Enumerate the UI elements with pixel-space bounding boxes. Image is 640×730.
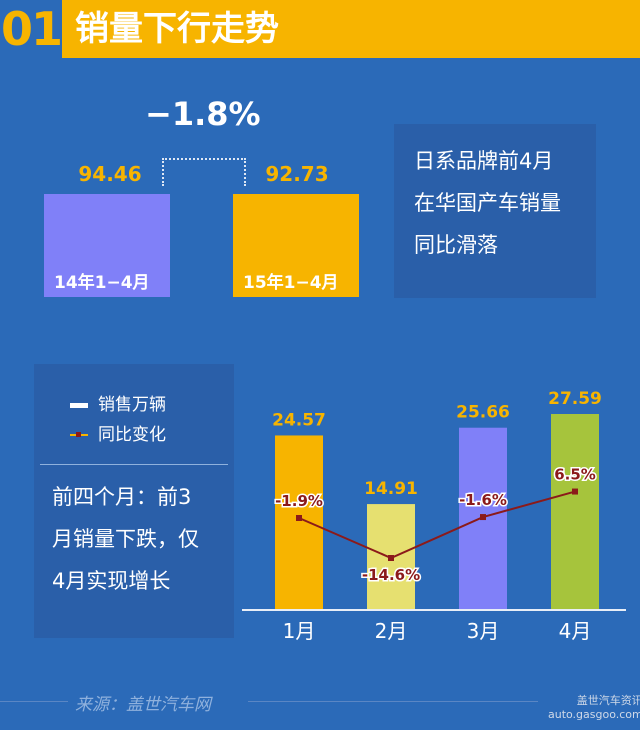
x-tick-label: 3月 xyxy=(467,619,500,643)
yoy-series-line xyxy=(298,490,576,560)
x-tick-label: 4月 xyxy=(559,619,592,643)
bar-value-label: 25.66 xyxy=(456,403,510,423)
legend-divider xyxy=(40,464,228,465)
yoy-value-label: -14.6% xyxy=(362,566,420,584)
legend-label: 销售万辆 xyxy=(98,395,166,415)
sales-bar xyxy=(275,435,323,610)
note-line: 同比滑落 xyxy=(414,233,498,257)
monthly-sales-chart: 24.57 1月 14.91 2月 25.66 3月 27.59 4月 -1.9% -14.6% -… xyxy=(242,389,626,643)
footer-line-left xyxy=(0,701,68,702)
page-title: 销量下行走势 xyxy=(75,9,279,49)
bar-value-label: 24.57 xyxy=(272,410,326,430)
watermark-line: 盖世汽车资讯 xyxy=(576,694,640,707)
legend-item-sales: 销售万辆 xyxy=(70,390,166,415)
comparison-bar-2015 xyxy=(233,194,359,297)
bar-value-label: 14.91 xyxy=(364,479,418,499)
legend-item-yoy: 同比变化 xyxy=(70,420,166,445)
watermark-line: auto.gasgoo.com xyxy=(548,708,640,721)
x-tick-label: 2月 xyxy=(375,619,408,643)
comparison-bar-2014 xyxy=(44,194,170,297)
footer-line-right xyxy=(248,701,538,702)
legend-note-panel: 销售万辆 同比变化 前四个月：前3 月销量下跌，仅 4月实现增长 xyxy=(34,364,234,638)
bar-category-label: 14年1−4月 xyxy=(54,273,150,293)
yoy-point xyxy=(480,514,486,521)
watermark: 盖世汽车资讯 auto.gasgoo.com xyxy=(548,692,640,721)
yoy-point xyxy=(296,515,302,521)
x-tick-label: 1月 xyxy=(283,619,316,643)
note-line: 月销量下跌，仅 xyxy=(52,527,199,551)
yoy-value-label: 6.5% xyxy=(554,466,596,484)
legend-bar-swatch xyxy=(70,402,88,408)
legend-line-swatch xyxy=(70,432,88,437)
bar-category-label: 15年1−4月 xyxy=(243,273,339,293)
connector-dotted-line xyxy=(162,158,246,186)
change-percent: −1.8% xyxy=(145,95,261,133)
bar-value-label: 27.59 xyxy=(548,389,602,409)
header-band xyxy=(62,0,640,58)
source-credit: 来源：盖世汽车网 xyxy=(75,695,211,715)
note-line: 在华国产车销量 xyxy=(414,191,561,215)
yoy-value-label: -1.9% xyxy=(275,492,323,510)
yoy-point xyxy=(572,488,578,495)
summary-panel-top: 日系品牌前4月 在华国产车销量 同比滑落 xyxy=(394,124,596,298)
sales-bar xyxy=(551,414,599,610)
yoy-point xyxy=(388,555,394,561)
note-line: 前四个月：前3 xyxy=(52,485,192,509)
yoy-value-label: -1.6% xyxy=(459,491,507,509)
section-number: 01 xyxy=(0,2,63,56)
legend-label: 同比变化 xyxy=(98,425,166,445)
note-line: 日系品牌前4月 xyxy=(414,149,554,173)
note-line: 4月实现增长 xyxy=(52,569,171,593)
bar-value-label: 92.73 xyxy=(265,162,329,186)
bar-value-label: 94.46 xyxy=(78,162,142,186)
